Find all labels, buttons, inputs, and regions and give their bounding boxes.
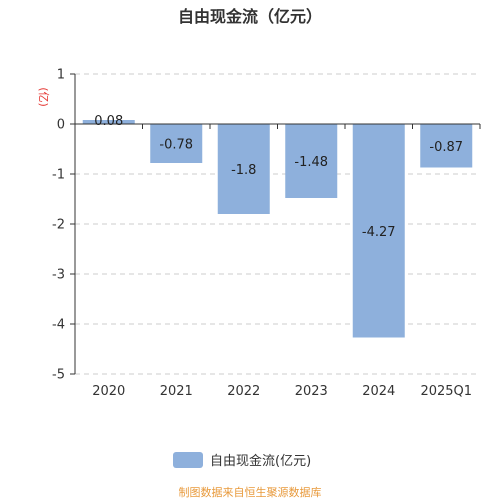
x-tick-label: 2023 (295, 384, 328, 399)
y-tick-label: -3 (52, 268, 65, 283)
bar-2022[interactable] (217, 124, 270, 214)
x-tick-label: 2025Q1 (420, 384, 472, 399)
bar-2021[interactable] (150, 124, 203, 163)
y-tick-label: 0 (57, 118, 65, 133)
x-tick-label: 2020 (92, 384, 125, 399)
y-tick-label: -2 (52, 218, 65, 233)
source-note: 制图数据来自恒生聚源数据库 (179, 485, 322, 499)
data-label: -0.78 (159, 138, 193, 153)
x-tick-label: 2022 (227, 384, 260, 399)
grid-lines (75, 73, 480, 375)
data-labels: 0.08 -0.78 -1.8 -1.48 -4.27 -0.87 (94, 114, 463, 240)
data-label: -1.8 (231, 163, 256, 178)
bar-2020[interactable] (82, 120, 135, 124)
bars (82, 120, 473, 338)
y-tick-label: -1 (52, 168, 65, 183)
x-tick-label: 2024 (362, 384, 395, 399)
data-label: -0.87 (429, 140, 463, 155)
x-tick-labels: 2020 2021 2022 2023 2024 2025Q1 (92, 384, 472, 399)
axes (70, 73, 481, 375)
bar-2023[interactable] (285, 124, 338, 198)
legend[interactable]: 自由现金流(亿元) (173, 452, 311, 469)
y-tick-label: -4 (52, 318, 65, 333)
y-tick-labels: 1 0 -1 -2 -3 -4 -5 (52, 68, 65, 383)
y-tick-label: 1 (57, 68, 65, 83)
chart-title: 自由现金流（亿元） (178, 7, 322, 26)
bar-2025q1[interactable] (420, 124, 473, 168)
legend-label: 自由现金流(亿元) (210, 453, 311, 469)
data-label: -4.27 (362, 225, 396, 240)
bar-2024[interactable] (352, 124, 405, 338)
data-label: -1.48 (294, 155, 328, 170)
y-tick-label: -5 (52, 368, 65, 383)
x-tick-label: 2021 (160, 384, 193, 399)
y-axis-label: (亿) (37, 87, 50, 107)
legend-swatch (173, 452, 203, 468)
data-label: 0.08 (94, 114, 123, 129)
